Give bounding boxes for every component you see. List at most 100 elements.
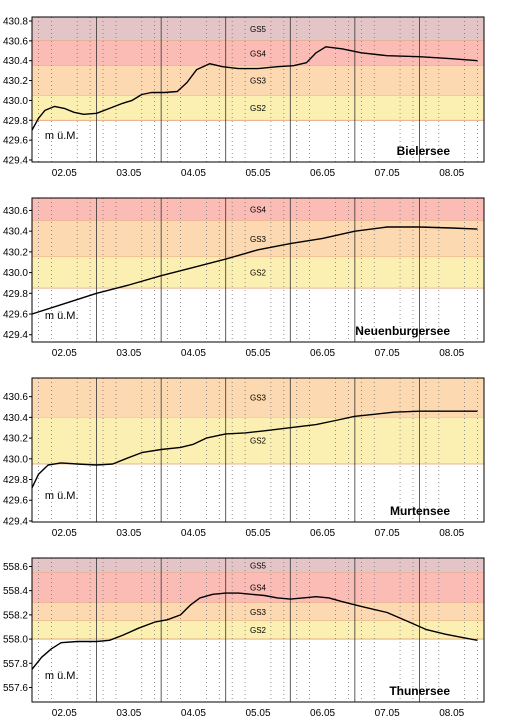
y-tick-label: 430.8 [3, 16, 28, 27]
x-tick-label: 06.05 [310, 168, 335, 179]
zone-label-gs3: GS3 [250, 235, 267, 244]
x-tick-label: 08.05 [439, 528, 464, 539]
unit-label: m ü.M. [45, 670, 79, 682]
y-tick-label: 430.0 [3, 268, 28, 279]
y-tick-label: 430.4 [3, 227, 28, 238]
x-tick-label: 04.05 [181, 708, 206, 719]
y-tick-label: 430.6 [3, 392, 28, 403]
y-tick-label: 429.6 [3, 496, 28, 507]
x-tick-label: 02.05 [52, 348, 77, 359]
y-tick-label: 429.8 [3, 289, 28, 300]
y-tick-label: 429.8 [3, 475, 28, 486]
x-tick-label: 05.05 [245, 528, 270, 539]
x-tick-label: 08.05 [439, 348, 464, 359]
zone-band-gs2 [32, 257, 484, 289]
y-tick-label: 430.2 [3, 247, 28, 258]
y-tick-label: 430.6 [3, 206, 28, 217]
y-tick-label: 558.6 [3, 562, 28, 573]
zone-label-gs3: GS3 [250, 77, 267, 86]
zone-label-gs5: GS5 [250, 25, 267, 34]
y-tick-label: 429.6 [3, 136, 28, 147]
zone-band-gs4 [32, 572, 484, 603]
y-tick-label: 558.0 [3, 635, 28, 646]
chart-panel-3: GS3 GS2 429.4 429.6 429.8 430.0 430.2 430.4 430.… [3, 377, 485, 539]
y-tick-label: 558.4 [3, 586, 28, 597]
water-level-line [31, 592, 478, 670]
zone-label-gs4: GS4 [250, 584, 267, 593]
x-tick-label: 03.05 [116, 168, 141, 179]
x-tick-label: 07.05 [375, 528, 400, 539]
chart-panel-4: GS5 GS4 GS3 GS2 557.6 557.8 558.0 558.2 558.4 558… [3, 557, 485, 719]
zone-label-gs2: GS2 [250, 437, 267, 446]
zone-band-gs3 [32, 602, 484, 621]
zone-label-gs2: GS2 [250, 104, 267, 113]
zone-band-gs3 [32, 65, 484, 96]
plot-frame [31, 377, 485, 523]
lake-name-label: Thunersee [389, 684, 450, 698]
zone-label-gs2: GS2 [250, 626, 267, 635]
x-tick-label: 08.05 [439, 168, 464, 179]
zone-label-gs5: GS5 [250, 561, 267, 570]
unit-label: m ü.M. [45, 310, 79, 322]
x-tick-label: 04.05 [181, 348, 206, 359]
zone-band-gs2 [32, 95, 484, 121]
x-tick-label: 05.05 [245, 348, 270, 359]
y-tick-label: 430.4 [3, 56, 28, 67]
zone-label-gs4: GS4 [250, 205, 267, 214]
x-tick-label: 07.05 [375, 168, 400, 179]
x-tick-label: 05.05 [245, 168, 270, 179]
lake-name-label: Bielersee [397, 144, 451, 158]
y-tick-label: 430.6 [3, 36, 28, 47]
x-tick-label: 08.05 [439, 708, 464, 719]
lake-name-label: Murtensee [390, 504, 450, 518]
y-tick-label: 430.4 [3, 413, 28, 424]
water-level-line [31, 410, 478, 489]
zone-band-gs4 [32, 40, 484, 66]
plot-frame [31, 16, 485, 163]
x-tick-label: 04.05 [181, 168, 206, 179]
y-tick-label: 430.0 [3, 454, 28, 465]
y-tick-label: 429.4 [3, 516, 28, 527]
x-tick-label: 06.05 [310, 708, 335, 719]
x-tick-label: 03.05 [116, 348, 141, 359]
x-tick-label: 03.05 [116, 528, 141, 539]
zone-label-gs3: GS3 [250, 608, 267, 617]
x-tick-label: 02.05 [52, 168, 77, 179]
y-tick-label: 429.4 [3, 330, 28, 341]
y-tick-label: 557.6 [3, 683, 28, 694]
water-level-line [31, 46, 478, 131]
x-tick-label: 06.05 [310, 528, 335, 539]
unit-label: m ü.M. [45, 490, 79, 502]
x-tick-label: 02.05 [52, 708, 77, 719]
zone-band-gs2 [32, 417, 484, 464]
plot-frame [31, 557, 485, 703]
unit-label: m ü.M. [45, 130, 79, 142]
zone-band-gs5 [32, 17, 484, 41]
x-tick-label: 05.05 [245, 708, 270, 719]
lake-name-label: Neuenburgersee [355, 324, 450, 338]
y-tick-label: 429.4 [3, 156, 28, 167]
x-tick-label: 07.05 [375, 348, 400, 359]
zone-label-gs4: GS4 [250, 49, 267, 58]
water-level-line [31, 226, 478, 315]
y-tick-label: 557.8 [3, 659, 28, 670]
chart-panel-2: GS4 GS3 GS2 429.4 429.6 429.8 430.0 430.2 430.4 4… [3, 197, 485, 359]
x-tick-label: 07.05 [375, 708, 400, 719]
zone-band-gs4 [32, 198, 484, 221]
y-tick-label: 558.2 [3, 610, 28, 621]
y-tick-label: 430.2 [3, 434, 28, 445]
y-tick-label: 430.2 [3, 76, 28, 87]
y-tick-label: 429.8 [3, 116, 28, 127]
plot-frame [31, 197, 485, 343]
x-tick-label: 04.05 [181, 528, 206, 539]
zone-band-gs5 [32, 558, 484, 573]
zone-label-gs2: GS2 [250, 269, 267, 278]
zone-band-gs3 [32, 378, 484, 418]
x-tick-label: 03.05 [116, 708, 141, 719]
x-tick-label: 06.05 [310, 348, 335, 359]
y-tick-label: 429.6 [3, 310, 28, 321]
chart-panel-1: GS5 GS4 GS3 GS2 429.4 429.6 429.8 430.0 430.2 430… [3, 16, 485, 179]
x-tick-label: 02.05 [52, 528, 77, 539]
zone-label-gs3: GS3 [250, 394, 267, 403]
